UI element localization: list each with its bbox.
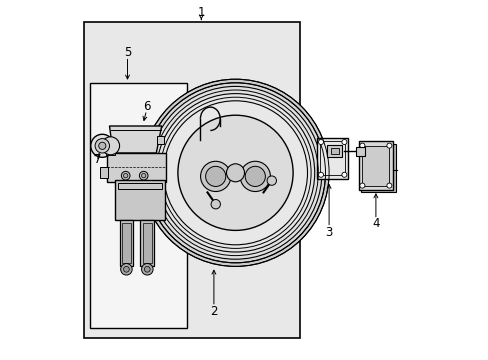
Text: 4: 4 — [371, 217, 379, 230]
Bar — [330, 148, 338, 154]
Circle shape — [178, 115, 292, 230]
Circle shape — [121, 264, 132, 275]
Circle shape — [144, 266, 150, 272]
Circle shape — [226, 164, 244, 182]
Bar — [355, 147, 365, 156]
Bar — [84, 22, 300, 338]
Text: 7: 7 — [94, 153, 101, 166]
Bar — [320, 141, 345, 175]
Circle shape — [211, 199, 220, 209]
Text: 1: 1 — [197, 6, 204, 19]
Circle shape — [141, 174, 145, 178]
Circle shape — [240, 161, 270, 192]
Circle shape — [123, 174, 127, 178]
Circle shape — [149, 86, 321, 259]
Bar — [122, 223, 131, 263]
Bar — [106, 144, 115, 155]
Circle shape — [318, 139, 323, 144]
Bar — [358, 141, 392, 190]
Bar — [157, 136, 163, 144]
Circle shape — [123, 266, 129, 272]
Circle shape — [386, 143, 391, 148]
Circle shape — [386, 183, 391, 188]
Bar — [115, 180, 165, 220]
Circle shape — [359, 143, 364, 148]
Circle shape — [141, 264, 153, 275]
Bar — [107, 153, 166, 182]
Circle shape — [244, 166, 265, 186]
Circle shape — [200, 161, 230, 192]
Circle shape — [142, 79, 328, 266]
Circle shape — [318, 172, 323, 177]
Text: 3: 3 — [325, 226, 332, 239]
Circle shape — [102, 137, 120, 155]
Circle shape — [91, 134, 114, 157]
Text: 6: 6 — [142, 100, 150, 113]
Circle shape — [341, 139, 346, 144]
Bar — [100, 167, 107, 178]
Circle shape — [121, 171, 130, 180]
Bar — [326, 145, 342, 157]
Circle shape — [95, 139, 109, 153]
Bar — [140, 220, 154, 266]
Circle shape — [266, 176, 276, 185]
Circle shape — [99, 142, 106, 149]
Circle shape — [341, 172, 346, 177]
Circle shape — [163, 101, 307, 245]
Bar — [317, 138, 347, 179]
Bar — [362, 145, 388, 186]
Text: 5: 5 — [123, 46, 131, 59]
Circle shape — [145, 83, 325, 263]
Bar — [361, 144, 395, 192]
Bar — [89, 83, 186, 328]
Circle shape — [359, 183, 364, 188]
Polygon shape — [109, 126, 162, 153]
Bar — [120, 220, 133, 266]
Circle shape — [205, 166, 225, 186]
Bar — [118, 183, 162, 189]
Bar — [142, 223, 152, 263]
Circle shape — [139, 171, 148, 180]
Circle shape — [156, 94, 314, 252]
Text: 2: 2 — [210, 305, 217, 318]
